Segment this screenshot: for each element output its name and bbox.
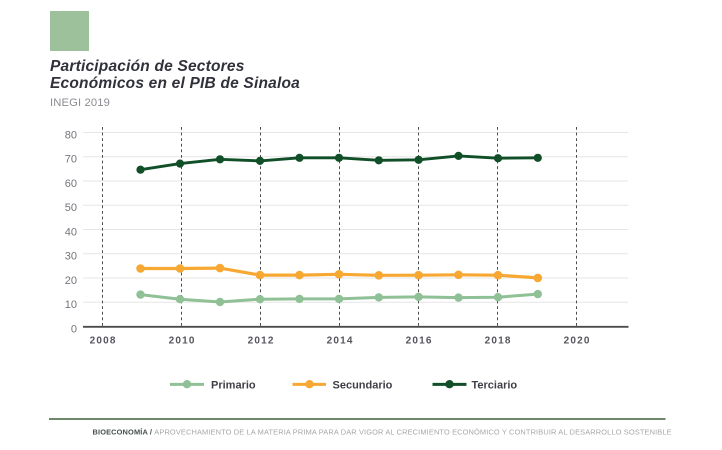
- svg-text:2016: 2016: [406, 336, 433, 347]
- svg-text:2012: 2012: [248, 336, 275, 347]
- svg-text:80: 80: [65, 129, 77, 141]
- svg-text:50: 50: [65, 202, 77, 214]
- svg-text:70: 70: [65, 154, 77, 166]
- svg-text:10: 10: [65, 299, 77, 311]
- svg-text:2020: 2020: [564, 336, 591, 347]
- svg-text:Terciario: Terciario: [472, 379, 518, 391]
- svg-text:0: 0: [71, 323, 77, 335]
- svg-text:30: 30: [65, 251, 77, 263]
- svg-text:Secundario: Secundario: [333, 379, 393, 391]
- svg-text:60: 60: [65, 178, 77, 190]
- svg-text:Primario: Primario: [211, 379, 256, 391]
- svg-text:2010: 2010: [169, 336, 196, 347]
- svg-text:2014: 2014: [327, 336, 354, 347]
- svg-text:40: 40: [65, 226, 77, 238]
- svg-text:20: 20: [65, 275, 77, 287]
- svg-text:BIOECONOMÍA / APROVECHAMIENTO: BIOECONOMÍA / APROVECHAMIENTO DE LA MATE…: [93, 427, 672, 436]
- svg-text:2008: 2008: [90, 336, 117, 347]
- svg-text:2018: 2018: [485, 336, 512, 347]
